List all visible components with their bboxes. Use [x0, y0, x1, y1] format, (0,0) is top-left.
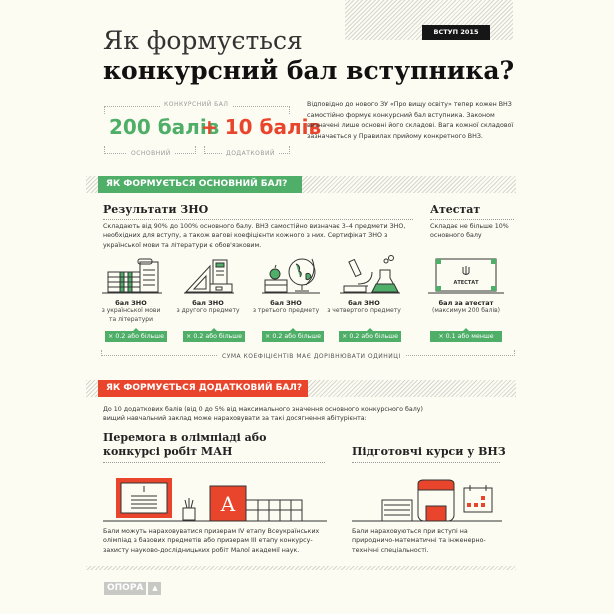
main-score-label: ОСНОВНИЙ: [127, 150, 175, 157]
coef-tag: × 0.1 або менше: [430, 328, 502, 342]
title-line1: Як формується: [103, 26, 303, 55]
courses-divider: [352, 462, 500, 463]
footer-hatch: [86, 566, 516, 570]
backpack-calendar-icon: [352, 479, 502, 522]
coef-tag: × 0.2 або більше: [183, 328, 245, 342]
item-atestat: бал за атестат (максимум 200 балів): [426, 296, 506, 316]
microscope-flask-icon: [340, 255, 400, 294]
apple-globe-icon: [262, 258, 320, 294]
atestat-text: Складає не більше 10% основного балу: [430, 223, 509, 240]
title-line2: конкурсний бал вступника?: [103, 56, 515, 85]
item-title: бал за атестат: [438, 299, 494, 307]
opora-triangle-icon: ▲: [148, 582, 162, 595]
sum-note: СУМА КОЕФІЦІЄНТІВ МАЄ ДОРІВНЮВАТИ ОДИНИЦ…: [218, 353, 405, 360]
item-title: бал ЗНО: [270, 299, 302, 307]
diploma-books-icon: A: [103, 478, 327, 522]
books-scroll-icon: [102, 258, 162, 294]
zno-heading: Результати ЗНО: [103, 203, 209, 216]
extra-score-label: ДОДАТКОВИЙ: [222, 150, 279, 157]
item-ukrainian: бал ЗНО з української мови та літератури: [91, 296, 171, 324]
opora-logo-text: ОПОРА: [104, 582, 147, 595]
item-sub: з третього предмету: [252, 307, 320, 314]
item-sub: з другого предмету: [176, 307, 240, 314]
coef-tag: × 0.2 або більше: [105, 328, 167, 342]
item-sub: (максимум 200 балів): [432, 307, 500, 314]
item-sub: з четвертого предмету: [327, 307, 401, 314]
item-third: бал ЗНО з третього предмету: [246, 296, 326, 316]
olymp-text: Бали можуть нараховуватися призерам IV е…: [103, 528, 320, 554]
ruler-books-icon: [184, 259, 234, 294]
item-second: бал ЗНО з другого предмету: [168, 296, 248, 316]
item-title: бал ЗНО: [115, 299, 147, 307]
extra-score-value: + 10 балів: [201, 115, 322, 139]
olymp-divider: [103, 462, 325, 463]
zno-text: Складають від 90% до 100% основного балу…: [103, 223, 406, 249]
atestat-divider: [430, 219, 514, 220]
atestat-heading: Атестат: [430, 203, 481, 216]
coef-tag: × 0.2 або більше: [262, 328, 324, 342]
score-caption: КОНКУРСНИЙ БАЛ: [160, 101, 233, 108]
item-sub: з української мови та літератури: [101, 307, 161, 323]
coef-tag: × 0.2 або більше: [339, 328, 401, 342]
zno-divider: [103, 219, 413, 220]
courses-heading: Підготовчі курси у ВНЗ: [352, 445, 506, 458]
extra-section-title: ЯК ФОРМУЄТЬСЯ ДОДАТКОВИЙ БАЛ?: [98, 380, 308, 397]
item-title: бал ЗНО: [348, 299, 380, 307]
item-fourth: бал ЗНО з четвертого предмету: [324, 296, 404, 316]
main-section-title: ЯК ФОРМУЄТЬСЯ ОСНОВНИЙ БАЛ?: [98, 176, 302, 193]
certificate-icon: АТЕСТАТ: [428, 258, 504, 294]
main-score-value: 200 балів: [109, 115, 220, 139]
intro-text: Відповідно до нового ЗУ «Про вищу освіту…: [307, 101, 514, 140]
certificate-label: АТЕСТАТ: [453, 280, 479, 286]
opora-logo: ОПОРА ▲: [104, 582, 162, 595]
item-title: бал ЗНО: [192, 299, 224, 307]
courses-text: Бали нараховуються при вступі на природн…: [352, 528, 486, 554]
year-badge: ВСТУП 2015: [422, 25, 490, 40]
svg-text:A: A: [220, 492, 236, 516]
extra-intro: До 10 додаткових балів (від 0 до 5% від …: [103, 406, 423, 423]
olymp-heading: Перемога в олімпіаді або конкурсі робіт …: [103, 431, 267, 458]
